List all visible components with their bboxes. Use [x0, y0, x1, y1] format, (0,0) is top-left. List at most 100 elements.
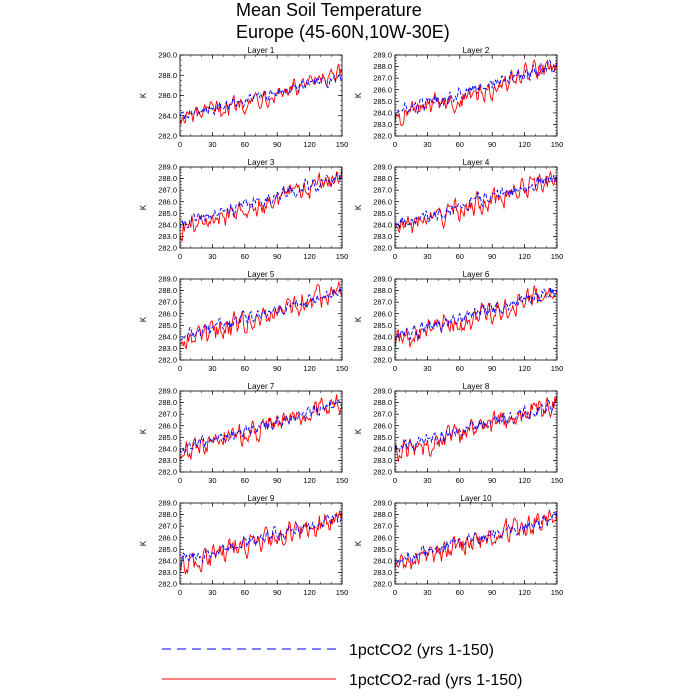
x-tick-label: 0	[393, 364, 397, 373]
y-tick-label: 282.0	[373, 468, 392, 477]
panel-title: Layer 9	[248, 494, 275, 503]
x-tick-label: 60	[241, 252, 249, 261]
x-tick-label: 150	[336, 252, 349, 261]
x-tick-label: 90	[273, 476, 281, 485]
x-tick-label: 90	[273, 252, 281, 261]
x-tick-label: 150	[551, 252, 564, 261]
y-tick-label: 286.0	[158, 197, 177, 206]
y-axis-label: K	[139, 92, 148, 98]
x-tick-label: 90	[273, 588, 281, 597]
y-tick-label: 288.0	[158, 174, 177, 183]
x-tick-label: 120	[303, 252, 316, 261]
y-tick-label: 287.0	[158, 186, 177, 195]
series-line-1pctco2	[395, 59, 557, 118]
x-tick-label: 60	[456, 140, 464, 149]
y-tick-label: 286.0	[158, 309, 177, 318]
panel-layer-4: Layer 4 0 30 60 90 120 150 282.0 283.0 284.0 285.0…	[354, 158, 563, 261]
x-tick-label: 30	[208, 364, 216, 373]
series-line-1pctco2-rad	[395, 285, 557, 349]
y-tick-label: 284.0	[373, 444, 392, 453]
y-tick-label: 285.0	[373, 97, 392, 106]
x-tick-label: 150	[336, 588, 349, 597]
x-tick-label: 120	[518, 588, 531, 597]
legend-label-1pctco2-rad: 1pctCO2-rad (yrs 1-150)	[349, 672, 522, 689]
series-line-1pctco2	[180, 512, 342, 566]
series-line-1pctco2	[180, 171, 342, 229]
y-tick-label: 286.0	[373, 421, 392, 430]
x-tick-label: 60	[241, 140, 249, 149]
series-line-1pctco2	[180, 287, 342, 341]
x-tick-label: 60	[456, 364, 464, 373]
panel-layer-6: Layer 6 0 30 60 90 120 150 282.0 283.0 284.0 285.0…	[354, 270, 563, 373]
x-tick-label: 30	[423, 140, 431, 149]
panel-layer-2: Layer 2 0 30 60 90 120 150 282.0 283.0 284.0 285.0…	[354, 46, 563, 149]
series-line-1pctco2-rad	[180, 509, 342, 575]
legend-label-1pctco2: 1pctCO2 (yrs 1-150)	[349, 642, 494, 659]
x-tick-label: 60	[456, 252, 464, 261]
x-tick-label: 120	[518, 140, 531, 149]
y-tick-label: 286.0	[373, 197, 392, 206]
x-tick-label: 0	[393, 140, 397, 149]
series-line-1pctco2-rad	[395, 396, 557, 462]
x-tick-label: 0	[178, 252, 182, 261]
y-tick-label: 282.0	[373, 132, 392, 141]
panel-title: Layer 10	[460, 494, 492, 503]
y-tick-label: 285.0	[373, 433, 392, 442]
figure-title-line-2: Europe (45-60N,10W-30E)	[236, 22, 450, 42]
panel-frame	[179, 502, 343, 585]
panel-title: Layer 7	[248, 382, 275, 391]
x-tick-label: 30	[208, 252, 216, 261]
y-tick-label: 286.0	[373, 309, 392, 318]
y-tick-label: 285.0	[373, 545, 392, 554]
y-tick-label: 288.0	[373, 286, 392, 295]
x-tick-label: 90	[488, 364, 496, 373]
y-tick-label: 284.0	[373, 220, 392, 229]
y-tick-label: 289.0	[158, 275, 177, 284]
y-tick-label: 283.0	[373, 568, 392, 577]
y-tick-label: 288.0	[373, 398, 392, 407]
panel-title: Layer 4	[463, 158, 490, 167]
x-tick-label: 150	[551, 588, 564, 597]
y-tick-label: 282.0	[158, 468, 177, 477]
y-tick-label: 282.0	[158, 244, 177, 253]
y-tick-label: 286.0	[373, 85, 392, 94]
legend: 1pctCO2 (yrs 1-150) 1pctCO2-rad (yrs 1-1…	[162, 642, 522, 689]
y-tick-label: 283.0	[158, 232, 177, 241]
y-tick-label: 288.0	[373, 62, 392, 71]
series-line-1pctco2-rad	[395, 509, 557, 570]
x-tick-label: 150	[336, 140, 349, 149]
y-tick-label: 289.0	[158, 499, 177, 508]
series-line-1pctco2	[180, 399, 342, 454]
y-tick-label: 283.0	[158, 568, 177, 577]
y-tick-label: 286.0	[158, 533, 177, 542]
panel-title: Layer 2	[463, 46, 490, 55]
y-axis-label: K	[354, 428, 363, 434]
y-tick-label: 284.0	[373, 556, 392, 565]
y-tick-label: 285.0	[158, 209, 177, 218]
x-tick-label: 90	[488, 476, 496, 485]
x-tick-label: 30	[423, 476, 431, 485]
y-tick-label: 284.0	[373, 332, 392, 341]
y-tick-label: 289.0	[373, 387, 392, 396]
series-line-1pctco2	[180, 74, 342, 120]
y-tick-label: 282.0	[373, 580, 392, 589]
series-line-1pctco2-rad	[180, 167, 342, 243]
y-tick-label: 284.0	[158, 444, 177, 453]
x-tick-label: 30	[208, 588, 216, 597]
y-axis-label: K	[354, 204, 363, 210]
x-tick-label: 60	[456, 588, 464, 597]
y-tick-label: 290.0	[158, 51, 177, 60]
y-tick-label: 285.0	[373, 321, 392, 330]
y-tick-label: 282.0	[373, 244, 392, 253]
x-tick-label: 0	[178, 364, 182, 373]
x-tick-label: 150	[336, 476, 349, 485]
x-tick-label: 60	[241, 364, 249, 373]
x-tick-label: 90	[488, 588, 496, 597]
x-tick-label: 0	[393, 588, 397, 597]
y-axis-label: K	[354, 316, 363, 322]
x-tick-label: 30	[423, 364, 431, 373]
y-tick-label: 283.0	[373, 120, 392, 129]
x-tick-label: 150	[551, 140, 564, 149]
y-tick-label: 288.0	[158, 286, 177, 295]
